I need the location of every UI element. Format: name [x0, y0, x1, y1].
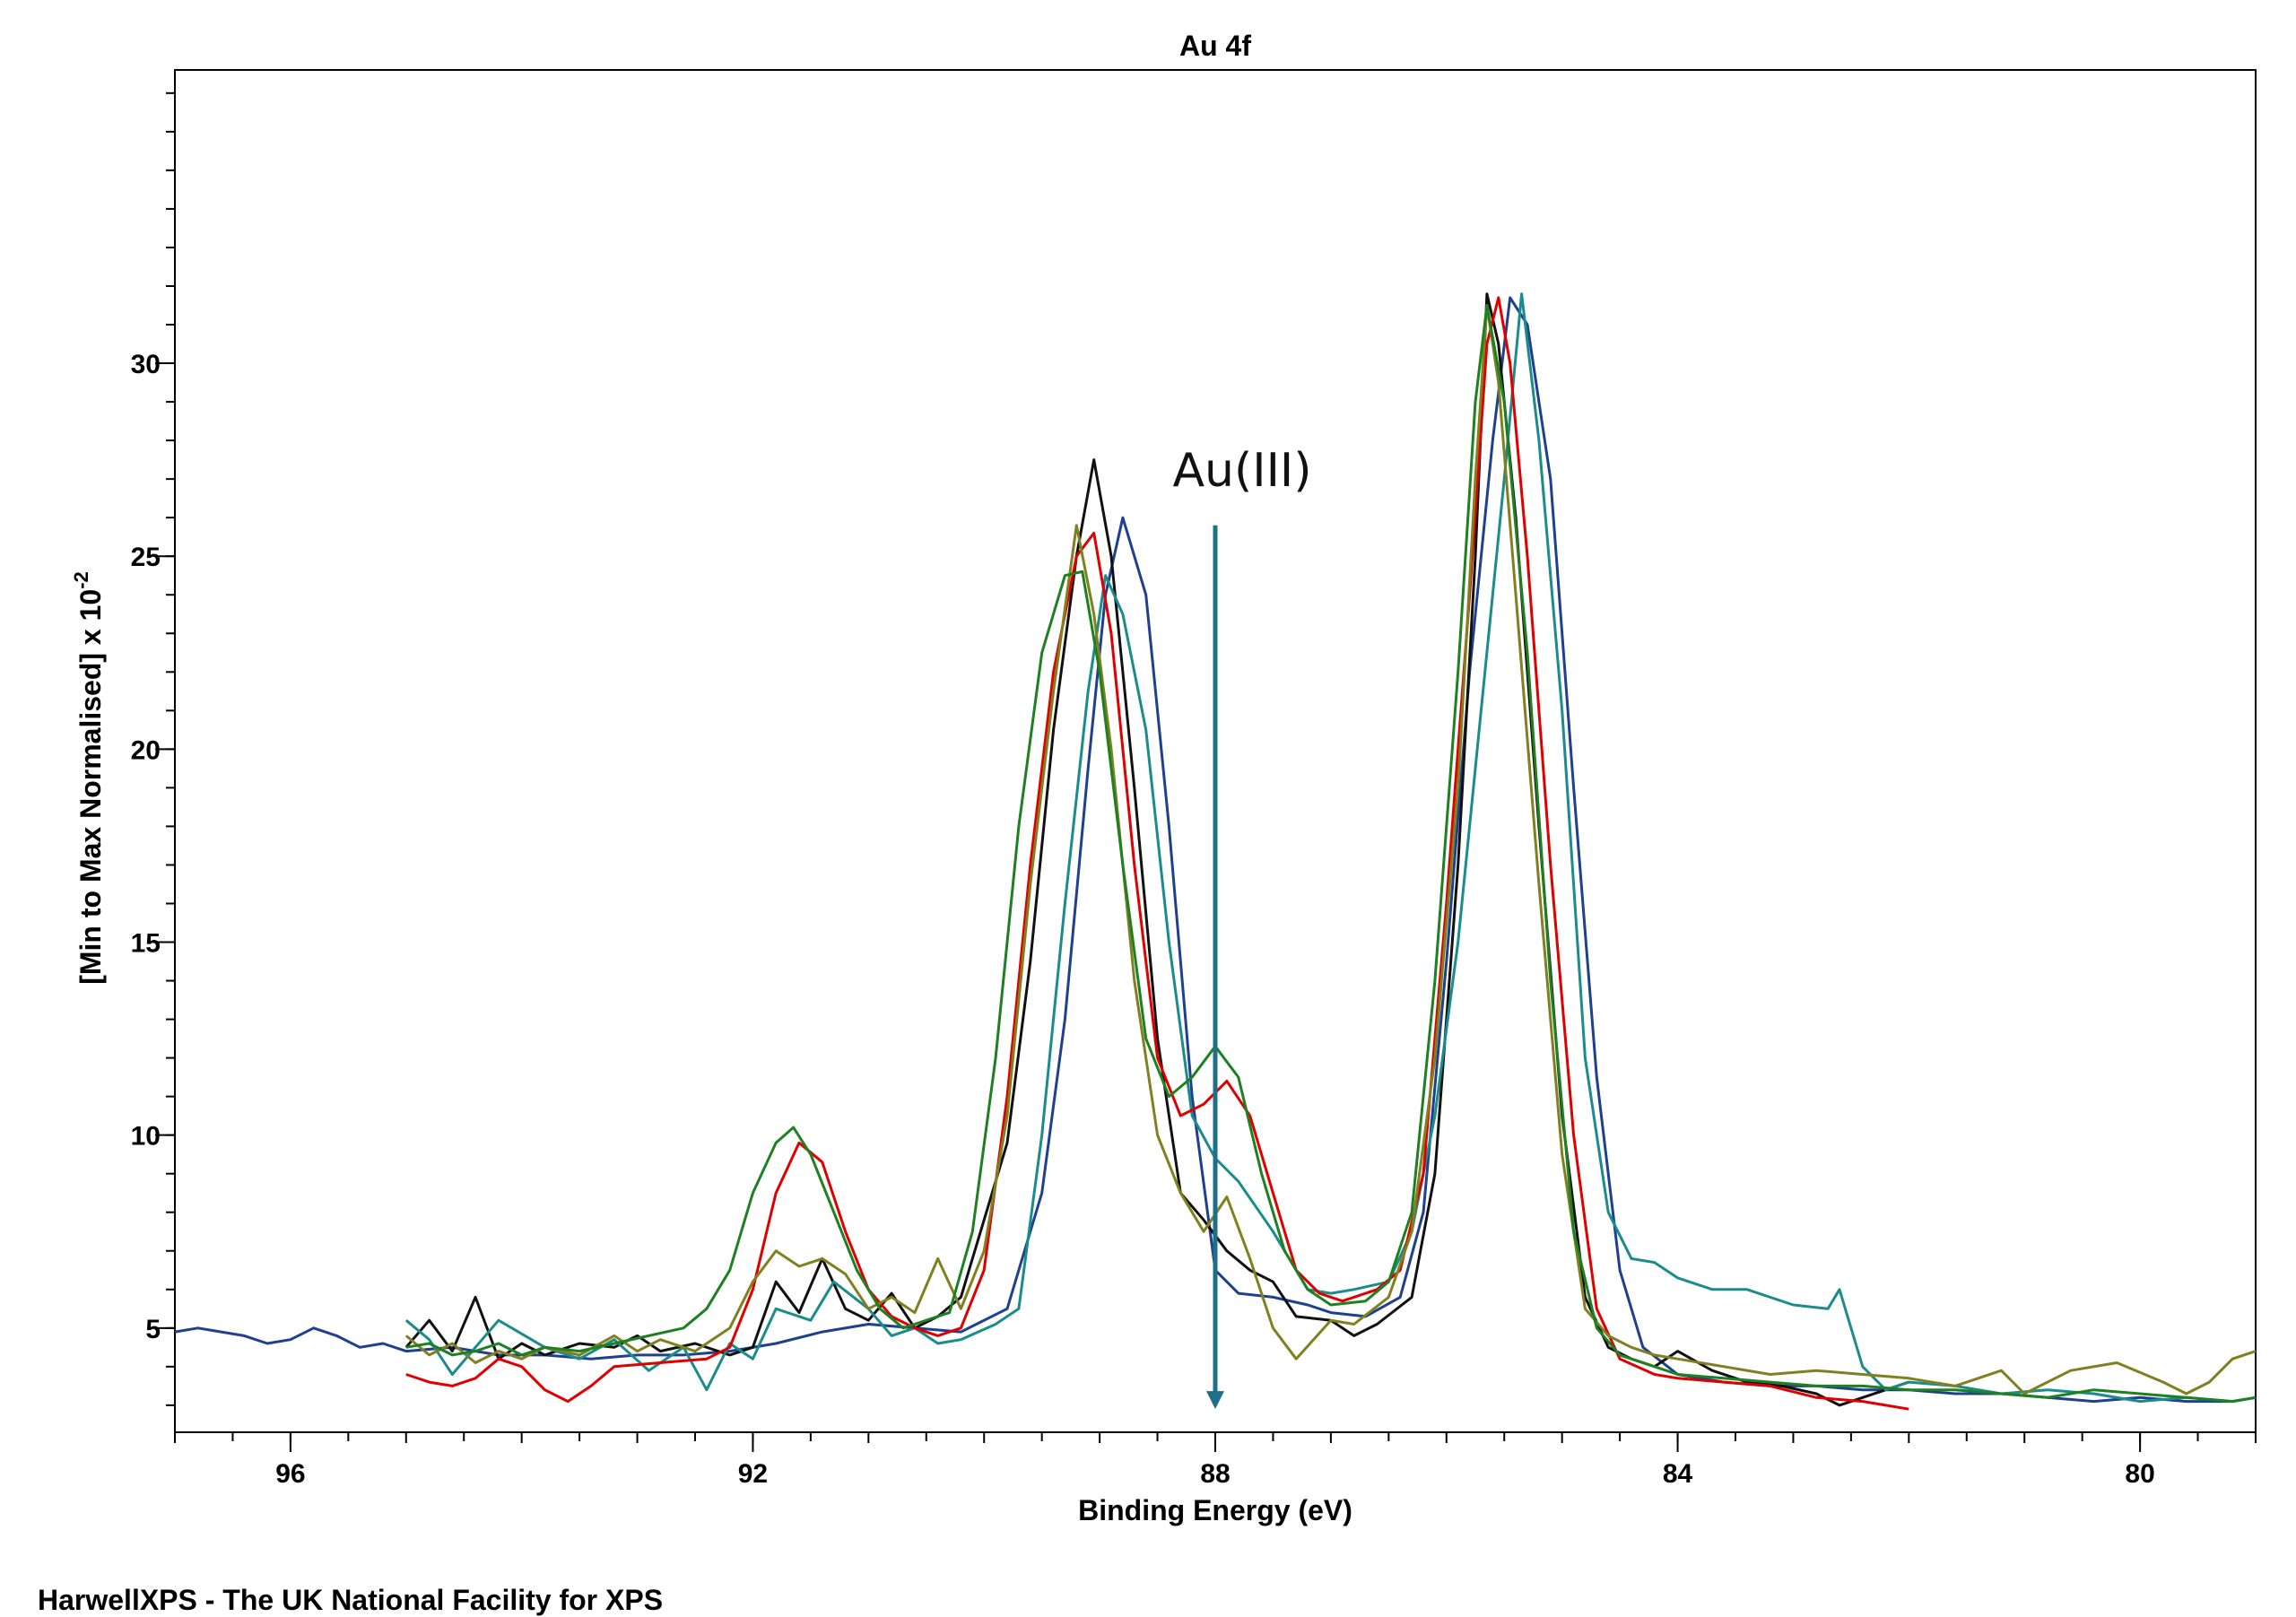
series-line-4 — [405, 296, 1909, 1411]
y-tick-label: 15 — [131, 929, 161, 959]
x-tick-label: 92 — [738, 1459, 768, 1489]
chart-title: Au 4f — [1179, 30, 1251, 62]
x-tick-label: 84 — [1663, 1459, 1693, 1489]
y-tick-label: 20 — [131, 735, 161, 765]
series-line-1 — [174, 296, 2257, 1404]
series-line-5 — [404, 304, 2257, 1395]
footer-credit: HarwellXPS - The UK National Facility fo… — [38, 1584, 664, 1616]
annotation-label: Au(III) — [1172, 444, 1311, 498]
x-tick-label: 96 — [275, 1459, 305, 1489]
y-tick-label: 25 — [131, 543, 161, 572]
series-line-6 — [405, 304, 2257, 1404]
y-tick-label: 10 — [131, 1122, 161, 1152]
y-axis-title: [Min to Max Normalised] x 10-2 — [70, 571, 107, 985]
annotation-arrow-head — [1206, 1391, 1224, 1410]
series-line-3 — [404, 292, 2257, 1404]
series-layer — [174, 292, 2257, 1411]
y-tick-label: 5 — [145, 1315, 161, 1344]
y-tick-label: 30 — [131, 350, 161, 379]
x-tick-label: 88 — [1200, 1459, 1230, 1489]
x-tick-label: 80 — [2125, 1459, 2154, 1489]
x-axis-title: Binding Energy (eV) — [1078, 1494, 1352, 1526]
series-line-2 — [404, 292, 1909, 1407]
